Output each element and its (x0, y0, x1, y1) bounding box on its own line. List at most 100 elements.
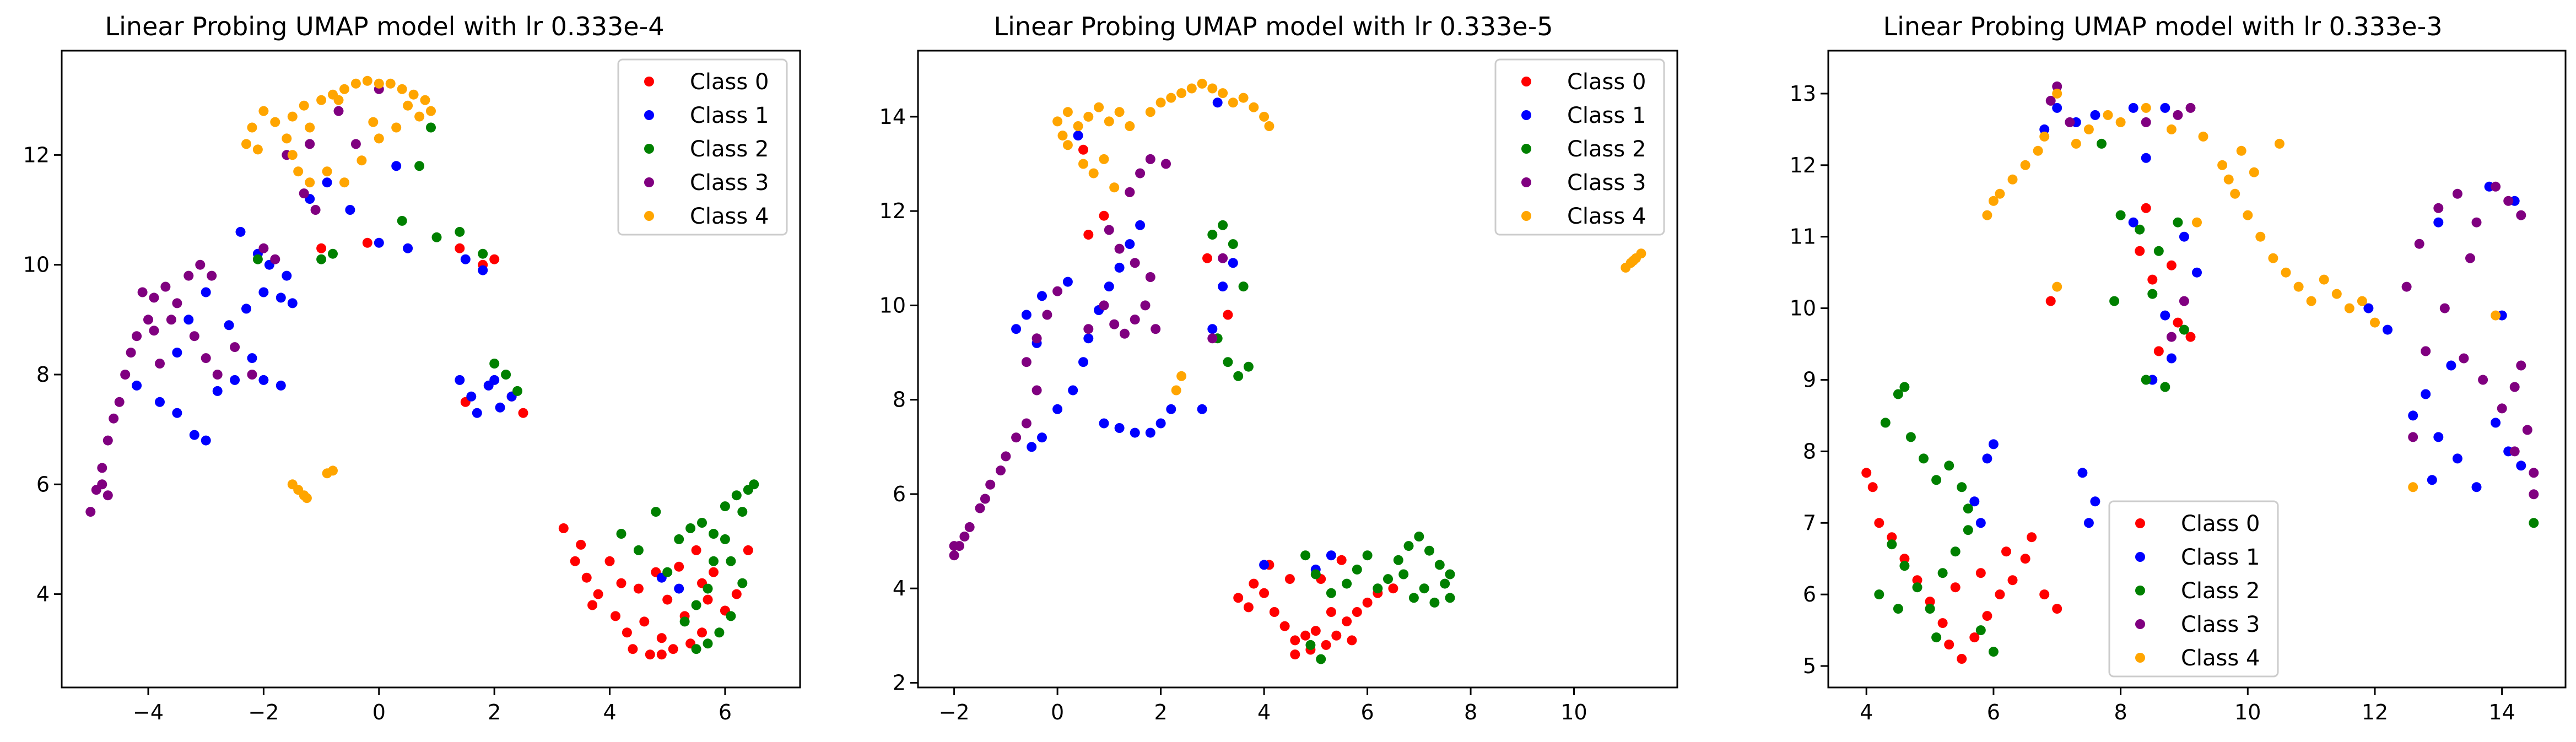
panel-1-class-2-point (726, 611, 736, 621)
panel-3-class-3-point (2433, 203, 2444, 213)
panel-3-class-3-point (2185, 102, 2196, 113)
panel-3-y-tick-label: 11 (1790, 225, 1816, 249)
panel-3-class-1-point (2383, 324, 2393, 335)
panel-2-class-1-point (1104, 281, 1114, 292)
panel-1-class-3-point (126, 348, 136, 358)
panel-2-class-3-point (1109, 319, 1120, 329)
panel-2-class-3-point (1145, 154, 1155, 164)
panel-1-class-1-point (478, 265, 488, 275)
panel-3-class-1-point (2160, 310, 2170, 321)
panel-3-class-1-point (2433, 217, 2444, 228)
panel-2-class-2-point (1243, 361, 1254, 372)
panel-2-class-0-point (1290, 635, 1300, 646)
panel-1-class-0-point (587, 600, 598, 610)
panel-2-class-1-point (1021, 310, 1032, 320)
panel-2-class-0-point (1233, 593, 1244, 603)
panel-2-class-3-point (1021, 357, 1032, 367)
panel-2-y-tick-label: 4 (893, 576, 906, 600)
panel-3-class-2-point (1931, 632, 1942, 643)
panel-1-class-4-point (403, 100, 413, 111)
panel-1-class-0-point (656, 633, 667, 643)
panel-3-class-4-point (2268, 253, 2278, 263)
panel-2-class-0-point (1099, 210, 1109, 221)
panel-2-class-3-point (1042, 310, 1052, 320)
panel-3-class-2-point (1912, 582, 1922, 593)
panel-3-legend-swatch (2135, 653, 2145, 663)
panel-3-class-3-point (2497, 403, 2507, 414)
panel-2-class-1-point (1326, 550, 1336, 561)
panel-2-class-4-point (1109, 182, 1120, 193)
panel-2-class-3-point (1032, 385, 1042, 396)
panel-3-x-tick-label: 6 (1987, 700, 2000, 724)
panel-2-class-4-point (1176, 88, 1187, 99)
panel-3-class-4-point (2020, 160, 2030, 170)
panel-2-class-3-point (1114, 243, 1125, 254)
panel-2-class-4-point (1228, 98, 1238, 108)
panel-1-legend: Class 0 Class 1 Class 2 Class 3 Class 4 (617, 58, 788, 236)
panel-3-legend-label: Class 3 (2181, 612, 2260, 637)
panel-3-legend: Class 0 Class 1 Class 2 Class 3 Class 4 (2108, 500, 2279, 678)
panel-1-class-3-point (299, 188, 309, 199)
panel-3-class-4-point (2071, 138, 2081, 149)
panel-3-class-0-point (1969, 632, 1980, 643)
panel-3-class-2-point (1950, 546, 1961, 557)
panel-3-y-tick-label: 7 (1803, 511, 1816, 535)
panel-3-class-0-point (2153, 346, 2164, 356)
panel-1-class-3-point (132, 331, 142, 342)
panel-1-class-4-point (414, 111, 425, 122)
panel-2: Linear Probing UMAP model with lr 0.333e… (879, 12, 1678, 724)
panel-1-class-1-point (235, 226, 246, 237)
panel-1-class-1-point (172, 408, 182, 418)
panel-3-x-ticks: 4 6 8 10 12 14 (1860, 687, 2515, 724)
panel-3-class-0-point (1861, 468, 1872, 478)
panel-2-legend-label: Class 0 (1567, 69, 1646, 95)
panel-3-class-3-point (2516, 360, 2526, 371)
panel-2-class-0-point (1284, 574, 1295, 584)
panel-2-class-3-point (1130, 315, 1140, 325)
panel-2-class-2-point (1310, 569, 1321, 579)
panel-3-class-4-point (2293, 281, 2304, 292)
panel-3-class-1-point (2141, 153, 2151, 163)
panel-3-class-3-point (2459, 353, 2469, 364)
panel-2-class-1-point (1083, 333, 1094, 344)
panel-3-class-2-point (1988, 647, 1999, 657)
panel-3-class-3-point (2503, 196, 2514, 206)
panel-2-class-2-point (1440, 578, 1450, 589)
panel-2-class-2-point (1223, 357, 1233, 367)
panel-1-class-4-point (362, 75, 372, 86)
panel-2-class-4-point (1078, 159, 1088, 169)
panel-3-x-tick-label: 12 (2362, 700, 2388, 724)
panel-1-axes (61, 50, 801, 689)
panel-1-class-4-point (357, 155, 367, 166)
panel-2-x-tick-label: 4 (1257, 700, 1271, 724)
panel-2-class-3-point (1021, 418, 1032, 429)
panel-1-class-0-point (697, 627, 707, 638)
panel-2-class-4-point (1052, 116, 1063, 127)
panel-3-class-1-point (2090, 496, 2100, 507)
panel-1-class-2-point (691, 600, 701, 610)
panel-2-class-4-point (1062, 140, 1073, 150)
panel-2-class-4-point (1264, 121, 1275, 131)
panel-3-y-tick-label: 13 (1790, 82, 1816, 106)
panel-3-class-1-point (2427, 475, 2437, 485)
panel-2-class-4-point (1062, 107, 1073, 117)
panel-2-class-1-point (1027, 442, 1037, 452)
panel-1-class-4-point (339, 84, 349, 94)
panel-2-class-2-point (1228, 239, 1238, 250)
panel-1: Linear Probing UMAP model with lr 0.333e… (23, 12, 801, 724)
panel-1-class-3-point (195, 259, 206, 270)
panel-1-class-2-point (737, 578, 748, 588)
panel-3-class-2-point (1931, 475, 1942, 485)
panel-3-class-2-point (2529, 518, 2539, 528)
panel-3-class-3-point (2401, 281, 2412, 292)
panel-3-legend-swatch (2135, 518, 2145, 528)
panel-2-class-0-point (1310, 626, 1321, 636)
panel-3-class-4-point (2141, 102, 2151, 113)
panel-1-legend-label: Class 4 (690, 204, 769, 229)
panel-2-class-1-point (1073, 131, 1083, 141)
panel-1-class-4-point (339, 177, 349, 188)
panel-1-x-tick-label: 2 (488, 700, 501, 724)
panel-1-class-0-point (656, 649, 667, 660)
panel-3-legend-box (2108, 500, 2279, 678)
panel-1-class-4-point (258, 106, 269, 116)
